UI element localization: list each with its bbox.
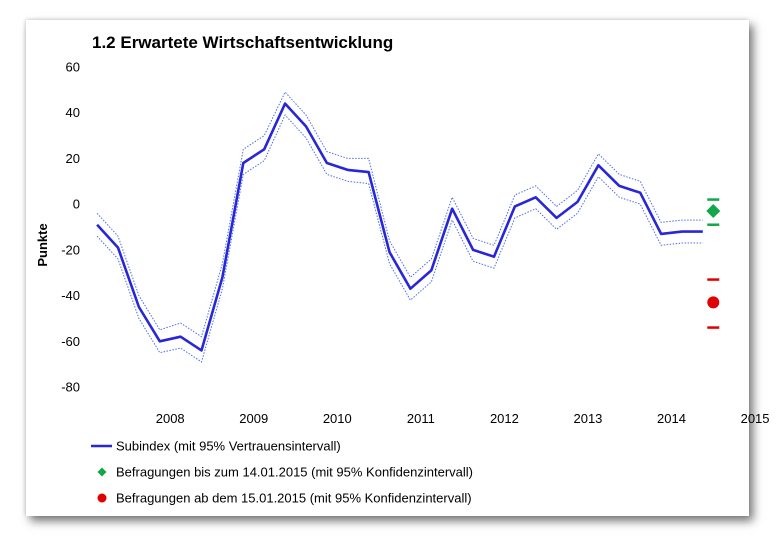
x-axis: 2008 2009 2010 2011 2012 2013 2014 2015 bbox=[156, 411, 770, 426]
y-tick-label: -60 bbox=[61, 334, 80, 349]
ci-lower-line bbox=[96, 114, 703, 363]
y-tick-label: -20 bbox=[61, 242, 80, 257]
x-tick-label: 2011 bbox=[407, 411, 435, 426]
x-tick-label: 2014 bbox=[657, 411, 686, 426]
x-tick-label: 2012 bbox=[490, 411, 519, 426]
x-tick-label: 2015 bbox=[741, 411, 770, 426]
ci-upper-line bbox=[96, 91, 703, 338]
chart-title: 1.2 Erwartete Wirtschaftsentwicklung bbox=[92, 33, 393, 52]
circle-marker bbox=[707, 296, 720, 309]
legend-label: Befragungen ab dem 15.01.2015 (mit 95% K… bbox=[116, 491, 472, 506]
y-axis: 60 40 20 0 -20 -40 -60 -80 bbox=[61, 60, 80, 395]
x-tick-label: 2009 bbox=[239, 411, 268, 426]
plot-area bbox=[96, 91, 721, 363]
y-tick-label: 20 bbox=[66, 151, 80, 166]
subindex-line bbox=[96, 102, 703, 352]
diamond-marker bbox=[706, 204, 721, 218]
y-axis-label: Punkte bbox=[35, 223, 50, 266]
y-tick-label: -80 bbox=[61, 380, 80, 395]
y-tick-label: 40 bbox=[66, 105, 80, 120]
chart-card bbox=[26, 20, 749, 516]
x-tick-label: 2013 bbox=[573, 411, 602, 426]
x-tick-label: 2008 bbox=[156, 411, 185, 426]
legend-label: Befragungen bis zum 14.01.2015 (mit 95% … bbox=[116, 465, 473, 480]
x-tick-label: 2010 bbox=[323, 411, 352, 426]
y-tick-label: 60 bbox=[66, 60, 80, 75]
y-tick-label: -40 bbox=[61, 288, 80, 303]
legend: Subindex (mit 95% Vertrauensintervall) Be… bbox=[91, 439, 473, 506]
legend-label: Subindex (mit 95% Vertrauensintervall) bbox=[116, 439, 341, 454]
legend-diamond-swatch bbox=[97, 467, 107, 477]
y-tick-label: 0 bbox=[73, 197, 80, 212]
legend-circle-swatch bbox=[97, 493, 107, 503]
